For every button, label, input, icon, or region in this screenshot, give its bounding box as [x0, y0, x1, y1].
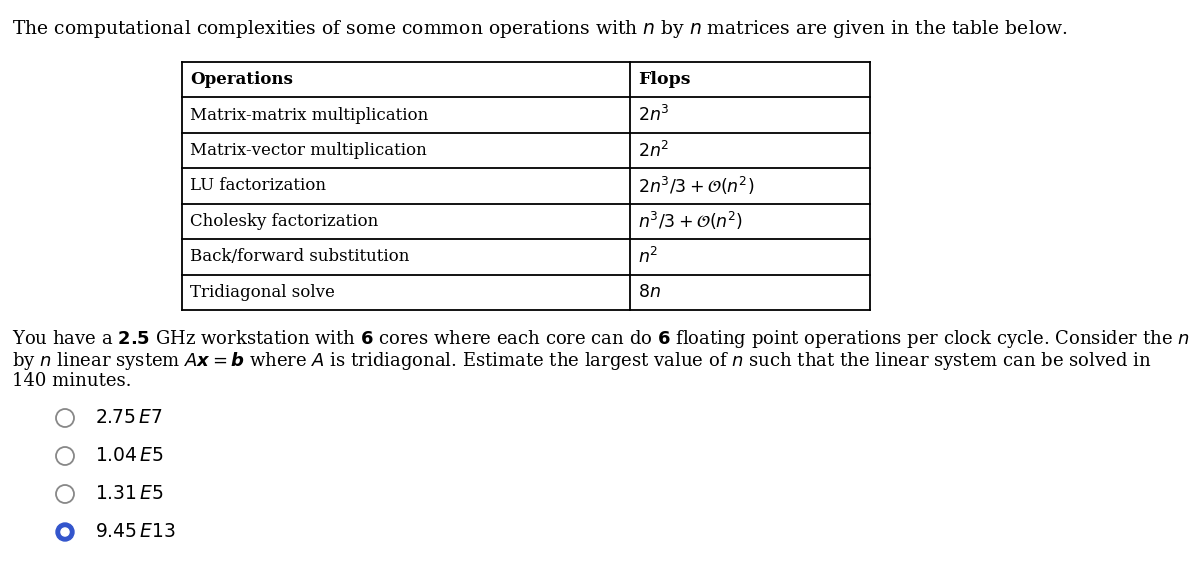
- Text: Matrix-vector multiplication: Matrix-vector multiplication: [190, 142, 427, 159]
- Text: Operations: Operations: [190, 71, 293, 88]
- Text: Flops: Flops: [638, 71, 690, 88]
- Text: $9.45\,E13$: $9.45\,E13$: [95, 523, 176, 541]
- Text: $2n^3/3 + \mathcal{O}(n^2)$: $2n^3/3 + \mathcal{O}(n^2)$: [638, 175, 755, 197]
- Text: $8n$: $8n$: [638, 284, 661, 301]
- Text: 140 minutes.: 140 minutes.: [12, 372, 132, 390]
- Text: $n^2$: $n^2$: [638, 247, 659, 267]
- Text: $2n^3$: $2n^3$: [638, 105, 670, 125]
- Text: $n^3/3 + \mathcal{O}(n^2)$: $n^3/3 + \mathcal{O}(n^2)$: [638, 210, 743, 233]
- Circle shape: [61, 528, 70, 536]
- Text: $2n^2$: $2n^2$: [638, 141, 670, 161]
- Text: The computational complexities of some common operations with $n$ by $n$ matrice: The computational complexities of some c…: [12, 18, 1068, 40]
- Text: Cholesky factorization: Cholesky factorization: [190, 213, 378, 230]
- Text: $1.04\,E5$: $1.04\,E5$: [95, 447, 164, 465]
- Text: by $n$ linear system $\mathit{A}\boldsymbol{x} = \boldsymbol{b}$ where $\mathit{: by $n$ linear system $\mathit{A}\boldsym…: [12, 350, 1152, 372]
- Text: $2.75\,E7$: $2.75\,E7$: [95, 409, 162, 427]
- Text: $1.31\,E5$: $1.31\,E5$: [95, 485, 164, 503]
- Circle shape: [56, 523, 74, 541]
- Text: You have a $\mathbf{2.5}$ GHz workstation with $\mathbf{6}$ cores where each cor: You have a $\mathbf{2.5}$ GHz workstatio…: [12, 328, 1189, 350]
- Text: LU factorization: LU factorization: [190, 177, 326, 195]
- Text: Matrix-matrix multiplication: Matrix-matrix multiplication: [190, 107, 428, 124]
- Text: Tridiagonal solve: Tridiagonal solve: [190, 284, 335, 301]
- Text: Back/forward substitution: Back/forward substitution: [190, 248, 409, 266]
